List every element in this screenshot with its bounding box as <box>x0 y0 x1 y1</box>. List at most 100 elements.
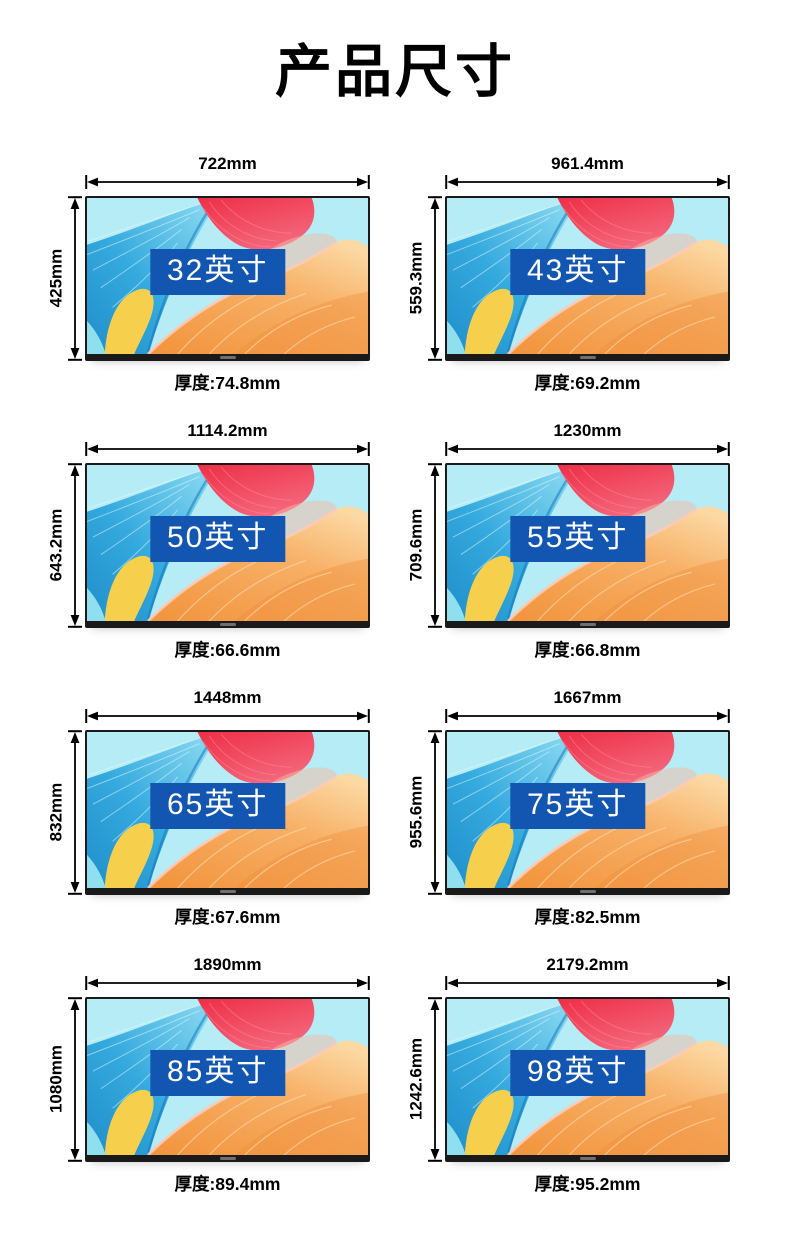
wallpaper-image <box>87 731 368 888</box>
width-dimension-label: 1114.2mm <box>187 420 268 440</box>
height-dimension: 1242.6mm <box>405 996 445 1162</box>
height-dimension: 643.2mm <box>45 462 85 628</box>
width-dimension: 1890mm <box>85 955 370 991</box>
brand-logo <box>219 889 236 893</box>
width-dimension-label: 1448mm <box>193 687 262 707</box>
tv-frame: 43英寸 <box>445 195 730 361</box>
thickness-label: 厚度:89.4mm <box>174 1173 281 1194</box>
thickness-label: 厚度:69.2mm <box>534 372 641 393</box>
tv-frame: 50英寸 <box>85 462 370 628</box>
tv-panel: 1448mm 832mm <box>45 688 370 929</box>
size-badge: 75英寸 <box>509 783 646 830</box>
width-dimension-label: 961.4mm <box>551 153 624 173</box>
height-dimension-label: 709.6mm <box>406 508 426 581</box>
tv-screen: 65英寸 <box>87 731 368 888</box>
horizontal-dimension-arrow-icon <box>85 708 370 723</box>
height-dimension: 832mm <box>45 729 85 895</box>
vertical-dimension-arrow-icon <box>68 195 82 361</box>
vertical-dimension-arrow-icon <box>428 996 442 1162</box>
tv-screen: 98英寸 <box>447 998 728 1155</box>
page-root: 产品尺寸 722mm 425mm <box>0 40 790 1196</box>
tv-panel: 722mm 425mm <box>45 154 370 395</box>
tv-screen: 55英寸 <box>447 464 728 621</box>
tv-screen: 32英寸 <box>87 197 368 354</box>
width-dimension-label: 1890mm <box>193 954 262 974</box>
tv-frame: 75英寸 <box>445 729 730 895</box>
wallpaper-image <box>447 197 728 354</box>
height-dimension-label: 425mm <box>46 248 66 307</box>
width-dimension-label: 1667mm <box>553 687 622 707</box>
width-dimension: 961.4mm <box>445 154 730 190</box>
height-dimension: 955.6mm <box>405 729 445 895</box>
size-badge: 85英寸 <box>149 1050 286 1097</box>
width-dimension: 1114.2mm <box>85 421 370 457</box>
tv-screen: 50英寸 <box>87 464 368 621</box>
horizontal-dimension-arrow-icon <box>85 441 370 456</box>
horizontal-dimension-arrow-icon <box>85 975 370 990</box>
width-dimension: 1448mm <box>85 688 370 724</box>
horizontal-dimension-arrow-icon <box>445 975 730 990</box>
thickness-label: 厚度:66.8mm <box>534 639 641 660</box>
height-dimension-label: 955.6mm <box>406 775 426 848</box>
horizontal-dimension-arrow-icon <box>445 174 730 189</box>
vertical-dimension-arrow-icon <box>428 195 442 361</box>
tv-panel: 1114.2mm 643.2mm <box>45 421 370 662</box>
width-dimension: 2179.2mm <box>445 955 730 991</box>
vertical-dimension-arrow-icon <box>68 996 82 1162</box>
width-dimension-label: 722mm <box>198 153 257 173</box>
tv-panel: 961.4mm 559.3mm <box>405 154 730 395</box>
tv-frame: 98英寸 <box>445 996 730 1162</box>
wallpaper-image <box>87 197 368 354</box>
wallpaper-image <box>447 998 728 1155</box>
width-dimension: 722mm <box>85 154 370 190</box>
brand-logo <box>219 622 236 626</box>
tv-screen: 43英寸 <box>447 197 728 354</box>
width-dimension: 1667mm <box>445 688 730 724</box>
horizontal-dimension-arrow-icon <box>445 441 730 456</box>
thickness-label: 厚度:82.5mm <box>534 906 641 927</box>
vertical-dimension-arrow-icon <box>428 729 442 895</box>
brand-logo <box>579 355 596 359</box>
height-dimension: 1080mm <box>45 996 85 1162</box>
tv-screen: 85英寸 <box>87 998 368 1155</box>
tv-frame: 85英寸 <box>85 996 370 1162</box>
thickness-label: 厚度:66.6mm <box>174 639 281 660</box>
tv-frame: 55英寸 <box>445 462 730 628</box>
thickness-label: 厚度:67.6mm <box>174 906 281 927</box>
height-dimension-label: 832mm <box>46 782 66 841</box>
tv-screen: 75英寸 <box>447 731 728 888</box>
height-dimension-label: 559.3mm <box>406 241 426 314</box>
thickness-label: 厚度:95.2mm <box>534 1173 641 1194</box>
brand-logo <box>219 1156 236 1160</box>
size-badge: 55英寸 <box>509 516 646 563</box>
size-badge: 32英寸 <box>149 249 286 296</box>
brand-logo <box>579 622 596 626</box>
tv-panel: 2179.2mm 1242.6mm <box>405 955 730 1196</box>
width-dimension-label: 1230mm <box>553 420 622 440</box>
size-badge: 98英寸 <box>509 1050 646 1097</box>
size-badge: 50英寸 <box>149 516 286 563</box>
height-dimension: 559.3mm <box>405 195 445 361</box>
brand-logo <box>219 355 236 359</box>
height-dimension-label: 643.2mm <box>46 508 66 581</box>
height-dimension-label: 1080mm <box>46 1044 66 1113</box>
vertical-dimension-arrow-icon <box>68 729 82 895</box>
height-dimension: 425mm <box>45 195 85 361</box>
height-dimension: 709.6mm <box>405 462 445 628</box>
size-badge: 43英寸 <box>509 249 646 296</box>
tv-panel: 1890mm 1080mm <box>45 955 370 1196</box>
height-dimension-label: 1242.6mm <box>406 1037 426 1120</box>
tv-panel: 1230mm 709.6mm <box>405 421 730 662</box>
tv-frame: 32英寸 <box>85 195 370 361</box>
vertical-dimension-arrow-icon <box>68 462 82 628</box>
panels-grid: 722mm 425mm <box>0 154 790 1196</box>
brand-logo <box>579 889 596 893</box>
width-dimension: 1230mm <box>445 421 730 457</box>
horizontal-dimension-arrow-icon <box>85 174 370 189</box>
size-badge: 65英寸 <box>149 783 286 830</box>
vertical-dimension-arrow-icon <box>428 462 442 628</box>
tv-panel: 1667mm 955.6mm <box>405 688 730 929</box>
thickness-label: 厚度:74.8mm <box>174 372 281 393</box>
tv-frame: 65英寸 <box>85 729 370 895</box>
brand-logo <box>579 1156 596 1160</box>
